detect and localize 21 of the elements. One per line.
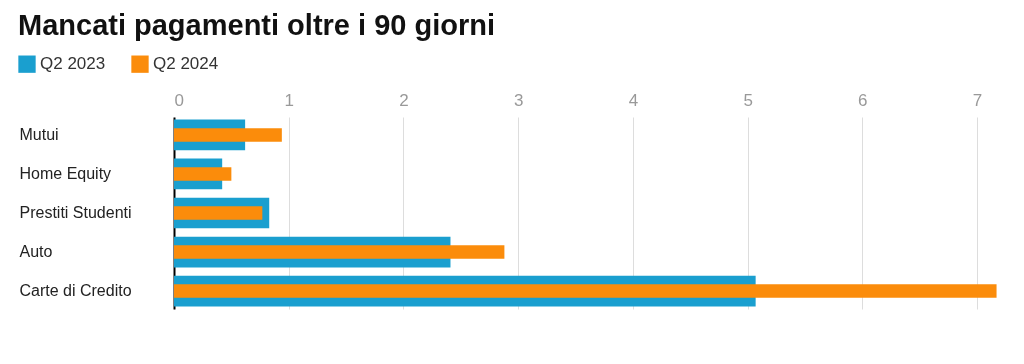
y-tick-label: Home Equity bbox=[19, 164, 112, 182]
x-tick-label: 3 bbox=[513, 90, 524, 110]
y-tick-label: Carte di Credito bbox=[19, 282, 132, 300]
x-tick-label: 7 bbox=[972, 90, 983, 110]
bar bbox=[174, 167, 232, 181]
x-tick-label: 0 bbox=[174, 90, 184, 110]
y-tick-label: Auto bbox=[19, 243, 53, 261]
x-tick-label: 5 bbox=[743, 90, 753, 110]
x-tick-label: 2 bbox=[399, 90, 409, 110]
legend-label: Q2 2023 bbox=[40, 54, 106, 74]
bar bbox=[174, 284, 997, 298]
bar bbox=[174, 206, 263, 220]
chart-title: Mancati pagamenti oltre i 90 giorni bbox=[18, 9, 495, 41]
x-tick-label: 1 bbox=[284, 90, 294, 110]
bar bbox=[174, 128, 282, 142]
legend-label: Q2 2024 bbox=[153, 54, 219, 74]
bar bbox=[174, 245, 505, 259]
x-tick-label: 6 bbox=[858, 90, 868, 110]
y-tick-label: Mutui bbox=[19, 125, 59, 143]
x-tick-label: 4 bbox=[628, 90, 639, 110]
y-tick-label: Prestiti Studenti bbox=[19, 204, 132, 221]
